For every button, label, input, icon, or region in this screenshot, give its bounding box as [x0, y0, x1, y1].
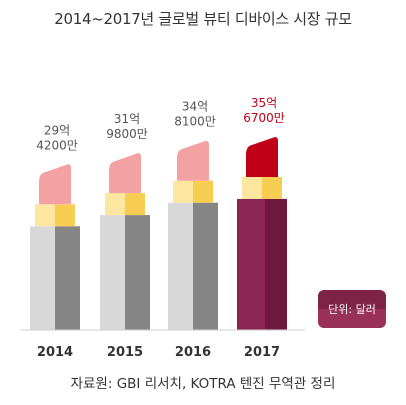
bar-body-shade: [265, 198, 287, 330]
bar-collar: [173, 180, 193, 203]
chart-title: 2014~2017년 글로벌 뷰티 디바이스 시장 규모: [54, 10, 352, 28]
bar-collar: [35, 204, 55, 227]
bar-value-label: 4200만: [36, 138, 78, 152]
bar-tip: [109, 153, 141, 194]
bar-collar-shade: [55, 204, 75, 227]
category-label: 2017: [244, 345, 280, 360]
bar-body: [30, 226, 55, 330]
bar-value-label: 8100만: [174, 115, 216, 129]
bar-collar-shade: [125, 193, 145, 216]
bar-value-label: 29억: [44, 123, 70, 137]
category-label: 2016: [175, 345, 211, 360]
bar-tip: [177, 140, 209, 181]
bar-tip: [246, 136, 278, 177]
bar-value-label: 34억: [182, 100, 208, 114]
bar-body-shade: [193, 202, 218, 330]
bar-collar-shade: [262, 176, 282, 199]
bar-value-label: 31억: [114, 112, 140, 126]
bar-tip: [39, 164, 71, 205]
bar-value-label: 35억: [251, 96, 277, 110]
source-note: 자료원: GBI 리서치, KOTRA 텐진 무역관 정리: [70, 376, 336, 392]
bar-collar: [105, 193, 125, 216]
bar-body: [168, 202, 193, 330]
bar-body-shade: [55, 226, 80, 330]
unit-label: 단위: 달러: [328, 303, 376, 316]
bar-collar-shade: [193, 180, 213, 203]
bar-value-label: 9800만: [106, 127, 148, 141]
bar-body: [100, 215, 125, 330]
category-label: 2014: [37, 345, 73, 360]
unit-badge: 단위: 달러: [318, 290, 386, 328]
category-label: 2015: [107, 345, 143, 360]
bar-body-shade: [125, 215, 150, 330]
bar-value-label: 6700만: [243, 111, 285, 125]
bar-collar: [242, 176, 262, 199]
